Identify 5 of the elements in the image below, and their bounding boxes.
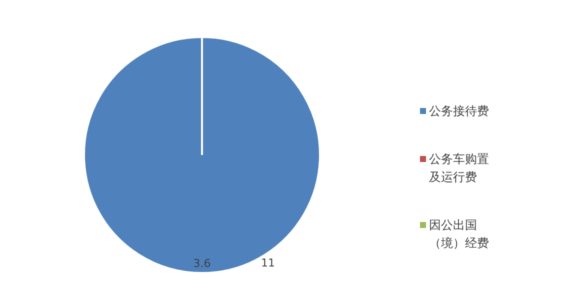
legend-label: 公务接待费 xyxy=(429,103,490,120)
data-label: 3.6 xyxy=(193,257,211,270)
legend-label: 公务车购置及运行费 xyxy=(429,151,490,186)
legend-label: 因公出国（境）经费 xyxy=(429,217,490,252)
text: 11 xyxy=(261,256,275,270)
